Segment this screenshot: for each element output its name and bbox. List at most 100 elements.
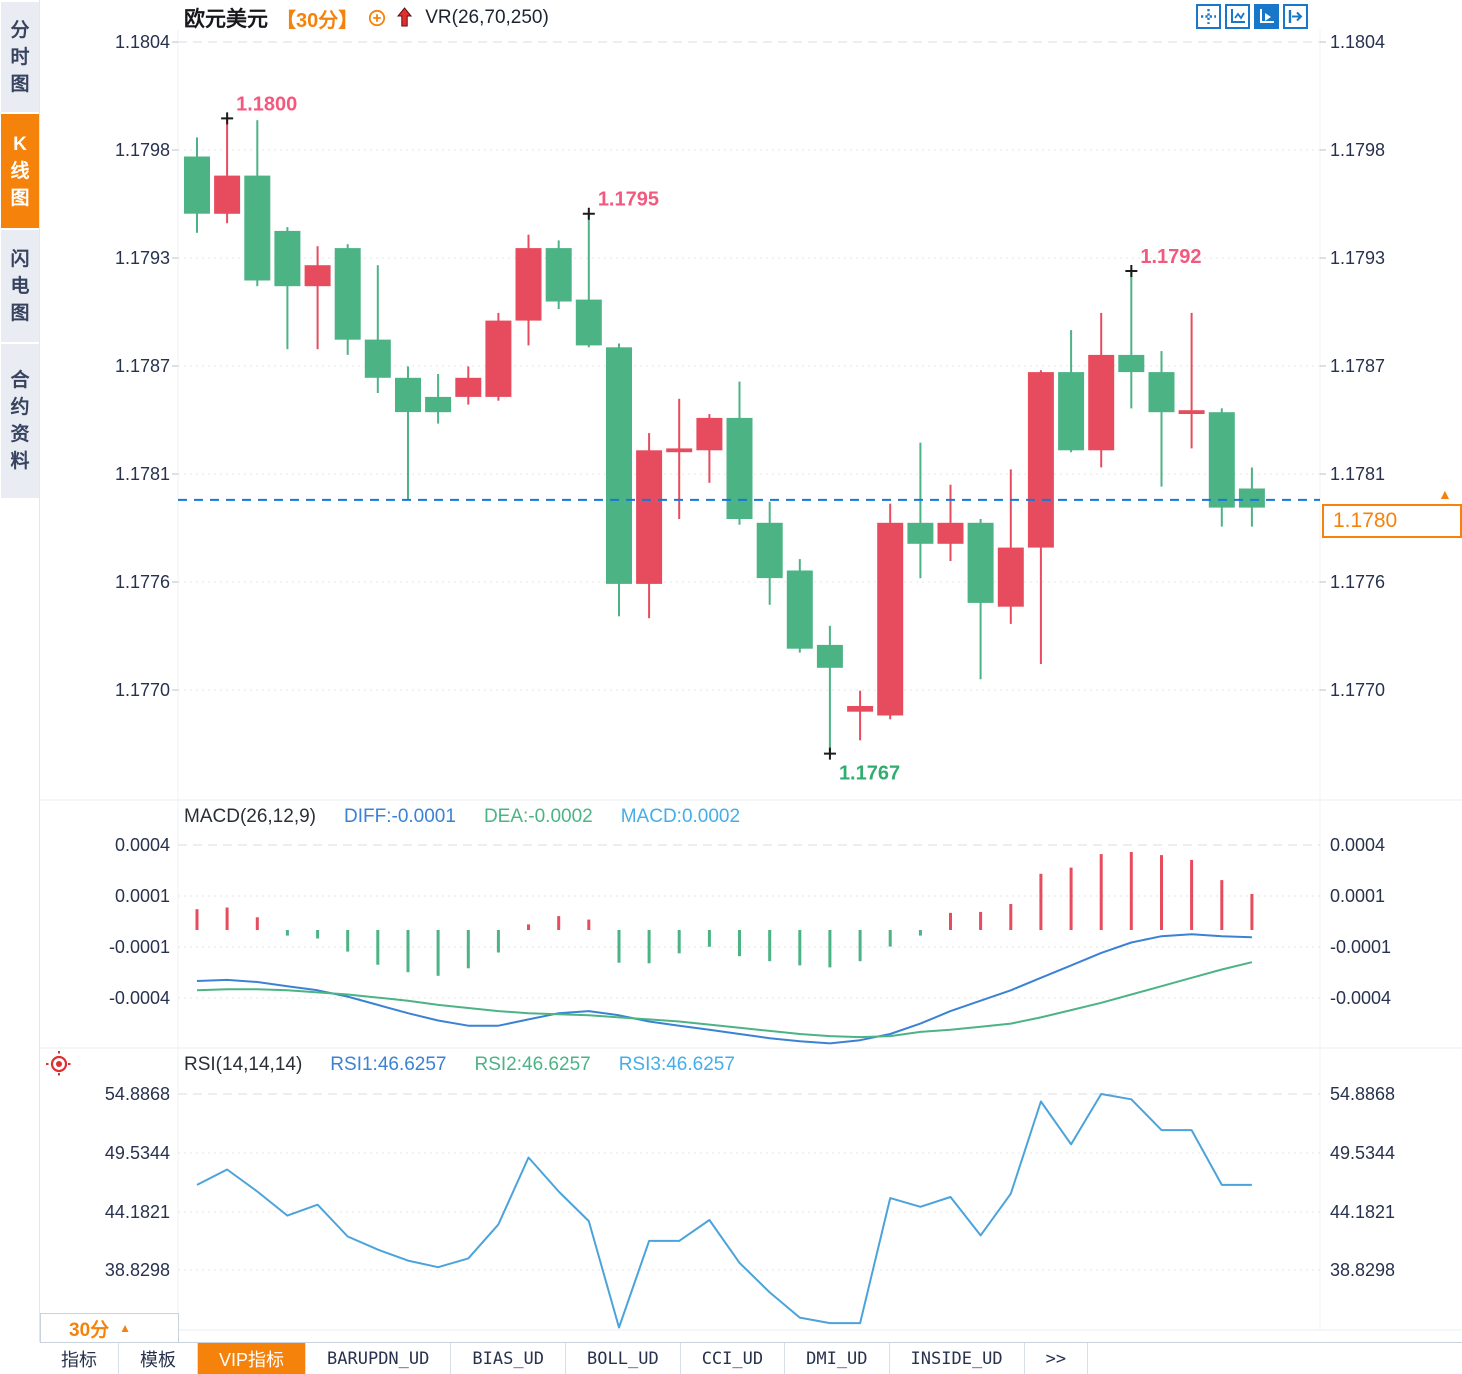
- candle-body[interactable]: [847, 706, 874, 712]
- sidebar-tab-1[interactable]: 分时图: [1, 2, 39, 112]
- candle-body[interactable]: [1208, 412, 1235, 508]
- high-price-annotation: 1.1792: [1140, 246, 1201, 268]
- indicator-settings-target-icon[interactable]: [44, 1049, 74, 1084]
- sidebar-tab-char: 线: [10, 160, 30, 182]
- extreme-cross-marker: [582, 207, 595, 220]
- price-axis-label-right: 1.1781: [1330, 464, 1385, 484]
- sidebar-tab-char: 图: [10, 73, 30, 95]
- price-axis-label-left: 1.1804: [115, 32, 170, 52]
- candle-body[interactable]: [425, 396, 452, 413]
- candle-body[interactable]: [967, 522, 994, 603]
- macd-histogram-bar: [1039, 873, 1043, 930]
- bottom-tab-3[interactable]: VIP指标: [198, 1343, 307, 1374]
- macd-histogram-bar: [617, 930, 621, 963]
- candle-body[interactable]: [1088, 354, 1115, 451]
- candle-body[interactable]: [334, 248, 361, 340]
- candle-body[interactable]: [244, 175, 271, 281]
- candle-body[interactable]: [997, 547, 1024, 607]
- candle-body[interactable]: [304, 265, 331, 287]
- bottom-tab-7[interactable]: CCI_UD: [681, 1343, 786, 1374]
- macd-axis-label-right: -0.0001: [1330, 937, 1391, 957]
- period-selector[interactable]: 30分 ▲: [40, 1313, 179, 1342]
- candle-body[interactable]: [455, 377, 482, 397]
- candle-body[interactable]: [606, 347, 632, 584]
- rsi-title[interactable]: RSI(14,14,14): [184, 1054, 303, 1075]
- candle-body[interactable]: [636, 450, 663, 584]
- bottom-tab-4[interactable]: BARUPDN_UD: [306, 1343, 452, 1374]
- macd-histogram-bar: [647, 930, 651, 964]
- bottom-tab-2[interactable]: 模板: [119, 1343, 198, 1374]
- rsi-axis-label-left: 38.8298: [105, 1260, 170, 1280]
- candle-body[interactable]: [545, 248, 572, 302]
- bottom-tab-6[interactable]: BOLL_UD: [566, 1343, 681, 1374]
- circled-plus-icon[interactable]: [368, 9, 386, 27]
- indicator-tab-bar: 指标 模板 VIP指标 BARUPDN_UD BIAS_UD BOLL_UD CCI_UD D…: [40, 1342, 1462, 1374]
- price-axis-label-right: 1.1776: [1330, 572, 1385, 592]
- macd-title[interactable]: MACD(26,12,9): [184, 806, 316, 827]
- red-up-arrow-icon[interactable]: [396, 6, 413, 30]
- last-price-badge: 1.1780: [1322, 504, 1462, 538]
- rsi-line: [196, 1093, 1252, 1329]
- rsi-axis-label-right: 44.1821: [1330, 1202, 1395, 1222]
- candle-wick: [678, 398, 681, 519]
- rsi-axis-label-right: 49.5344: [1330, 1143, 1395, 1163]
- overlay-indicator-label[interactable]: VR(26,70,250): [425, 7, 549, 28]
- sidebar-tab-char: K: [13, 133, 27, 155]
- macd-histogram-bar: [346, 930, 350, 952]
- candle-body[interactable]: [937, 522, 964, 544]
- candle-body[interactable]: [184, 156, 210, 214]
- candle-body[interactable]: [214, 175, 241, 214]
- bottom-tab-9[interactable]: INSIDE_UD: [890, 1343, 1025, 1374]
- pan-crosshair-icon[interactable]: [1196, 4, 1221, 29]
- candle-body[interactable]: [666, 448, 693, 453]
- macd-histogram-bar: [436, 930, 440, 976]
- candle-body[interactable]: [485, 320, 512, 397]
- candle-body[interactable]: [1178, 410, 1205, 414]
- candle-body[interactable]: [726, 417, 753, 519]
- sidebar-tab-char: 电: [10, 275, 30, 297]
- candle-body[interactable]: [756, 522, 783, 579]
- macd-histogram-bar: [1250, 894, 1254, 930]
- price-axis-label-left: 1.1776: [115, 572, 170, 592]
- candle-body[interactable]: [575, 299, 602, 346]
- candle-body[interactable]: [816, 644, 843, 668]
- sidebar-tab-char: 图: [10, 187, 30, 209]
- last-price-arrow-icon: ▲: [1438, 486, 1452, 502]
- sidebar-tab-4[interactable]: 合约资料: [1, 344, 39, 498]
- bottom-tab-5[interactable]: BIAS_UD: [451, 1343, 567, 1374]
- rsi1-value: RSI1:46.6257: [330, 1054, 447, 1075]
- candle-body[interactable]: [1148, 372, 1175, 413]
- candle-body[interactable]: [1027, 372, 1054, 548]
- candle-body[interactable]: [1118, 354, 1145, 373]
- period-tag[interactable]: 【30分】: [276, 9, 359, 32]
- bottom-tab-10[interactable]: >>: [1025, 1343, 1089, 1374]
- candle-body[interactable]: [877, 522, 904, 716]
- low-price-annotation: 1.1767: [839, 763, 900, 785]
- bottom-tab-8[interactable]: DMI_UD: [785, 1343, 890, 1374]
- macd-axis-label-left: -0.0001: [109, 937, 170, 957]
- bottom-tab-1[interactable]: 指标: [40, 1343, 119, 1374]
- candle-wick: [286, 227, 289, 350]
- candle-body[interactable]: [907, 522, 934, 544]
- macd-histogram-bar: [1009, 904, 1013, 930]
- jump-to-latest-icon[interactable]: [1283, 4, 1308, 29]
- candle-body[interactable]: [1238, 488, 1265, 508]
- sidebar-tab-3[interactable]: 闪电图: [1, 230, 39, 342]
- candle-body[interactable]: [786, 570, 813, 649]
- macd-histogram-bar: [527, 924, 530, 930]
- candle-body[interactable]: [364, 339, 391, 378]
- candle-body[interactable]: [395, 377, 421, 413]
- macd-histogram-bar: [828, 930, 832, 968]
- candle-body[interactable]: [696, 417, 723, 451]
- macd-axis-label-left: 0.0004: [115, 835, 170, 855]
- candle-body[interactable]: [274, 230, 301, 287]
- macd-diff-line: [196, 933, 1252, 1045]
- candle-body[interactable]: [515, 248, 542, 321]
- candle-body[interactable]: [1058, 372, 1085, 451]
- auto-scroll-icon[interactable]: [1254, 4, 1279, 29]
- macd-histogram-bar: [225, 907, 229, 930]
- axis-scale-icon[interactable]: [1225, 4, 1250, 29]
